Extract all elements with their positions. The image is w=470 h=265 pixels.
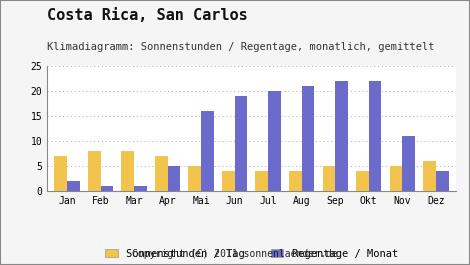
Bar	[121, 151, 134, 191]
Bar	[67, 181, 80, 191]
Bar	[302, 86, 314, 191]
Bar	[134, 186, 147, 191]
Bar	[88, 151, 101, 191]
Bar	[201, 111, 214, 191]
Text: Copyright (C) 2011 sonnenlaender.de: Copyright (C) 2011 sonnenlaender.de	[132, 249, 338, 259]
Bar	[235, 96, 247, 191]
Bar	[188, 166, 201, 191]
Bar	[256, 171, 268, 191]
Bar	[356, 171, 369, 191]
Legend: Sonnenstunden / Tag, Regentage / Monat: Sonnenstunden / Tag, Regentage / Monat	[101, 245, 402, 263]
Bar	[423, 161, 436, 191]
Bar	[168, 166, 180, 191]
Bar	[155, 156, 168, 191]
Bar	[55, 156, 67, 191]
Bar	[222, 171, 235, 191]
Bar	[101, 186, 113, 191]
Text: Klimadiagramm: Sonnenstunden / Regentage, monatlich, gemittelt: Klimadiagramm: Sonnenstunden / Regentage…	[47, 42, 434, 52]
Bar	[402, 136, 415, 191]
Bar	[335, 81, 348, 191]
Bar	[268, 91, 281, 191]
Bar	[289, 171, 302, 191]
Text: Costa Rica, San Carlos: Costa Rica, San Carlos	[47, 8, 248, 23]
Bar	[436, 171, 448, 191]
Bar	[369, 81, 382, 191]
Bar	[390, 166, 402, 191]
Bar	[322, 166, 335, 191]
